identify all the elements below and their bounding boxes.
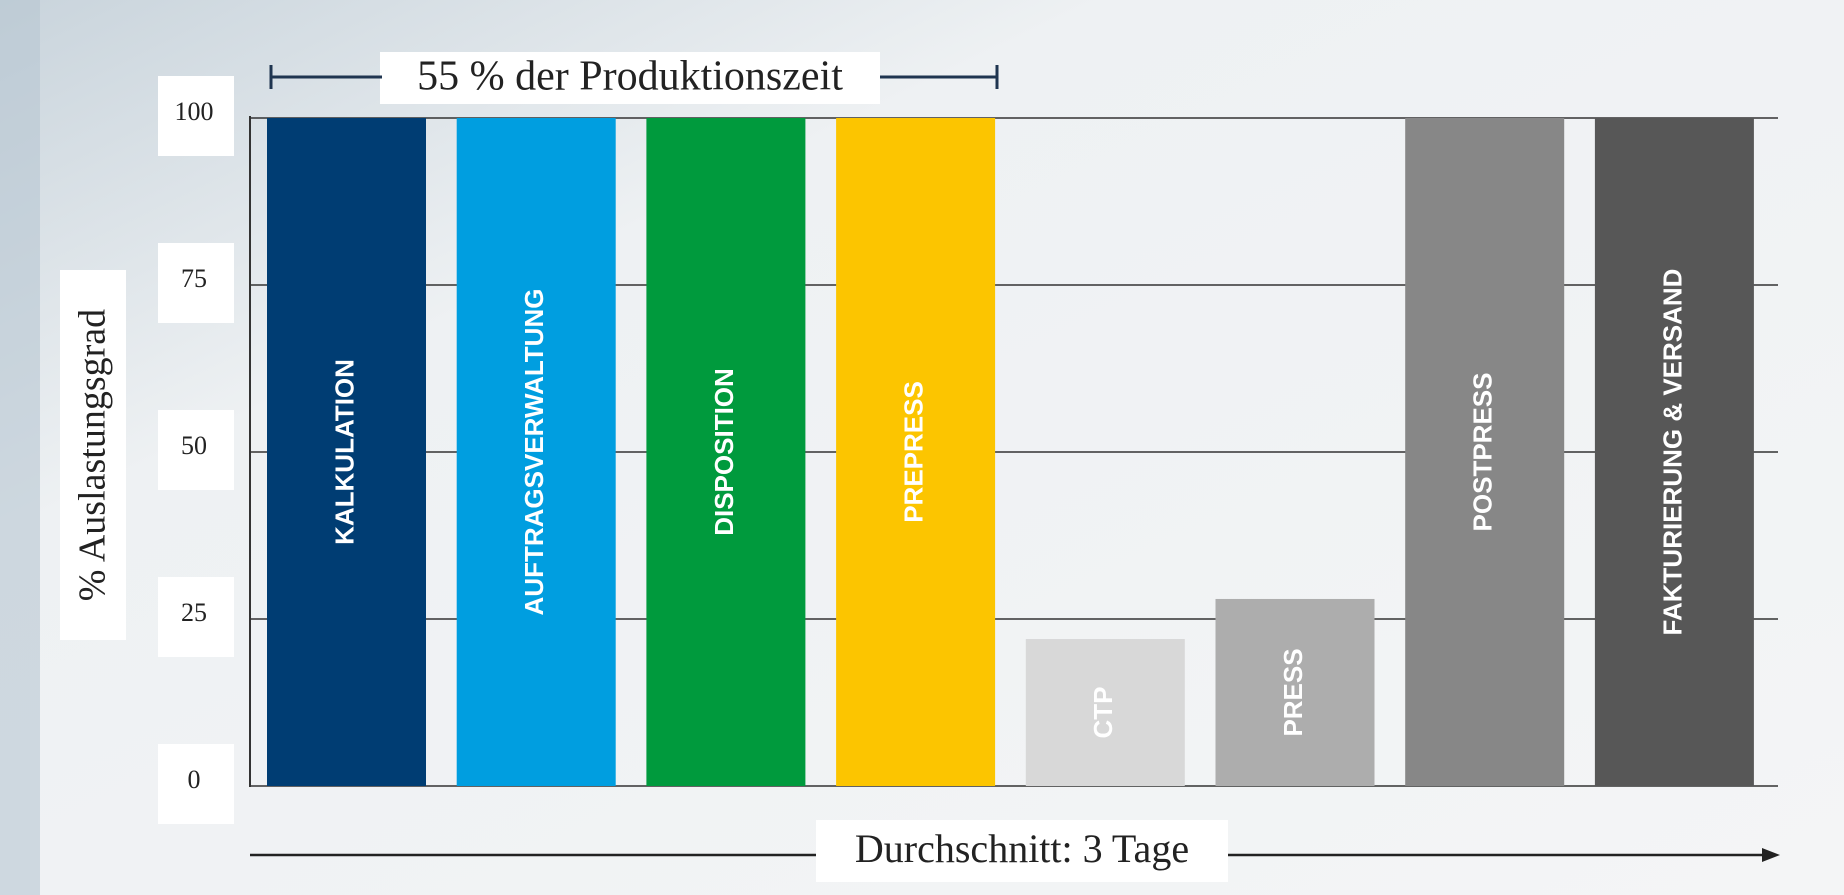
bar-label: CTP xyxy=(1088,687,1118,739)
y-axis-label: % Auslastungsgrad xyxy=(72,309,114,601)
y-tick-label: 100 xyxy=(175,97,214,126)
y-tick-label: 75 xyxy=(181,264,207,293)
background-edge xyxy=(0,0,40,895)
bar-label: FAKTURIERUNG & VERSAND xyxy=(1657,269,1687,636)
bar-label: POSTPRESS xyxy=(1468,373,1498,532)
bar-label: PRESS xyxy=(1278,648,1308,736)
bar-label: AUFTRAGSVERWALTUNG xyxy=(519,289,549,616)
bar-label: KALKULATION xyxy=(329,359,359,545)
y-tick-label: 25 xyxy=(181,598,207,627)
bar-label: PREPRESS xyxy=(898,381,928,523)
y-tick-label: 0 xyxy=(188,765,201,794)
bar-label: DISPOSITION xyxy=(709,368,739,536)
y-tick-label: 50 xyxy=(181,431,207,460)
annotation: 55 % der Produktionszeit xyxy=(417,54,843,100)
chart: KALKULATION AUFTRAGSVERWALTUNG DISPOSITION… xyxy=(0,0,1844,895)
x-axis-label: Durchschnitt: 3 Tage xyxy=(855,826,1189,871)
